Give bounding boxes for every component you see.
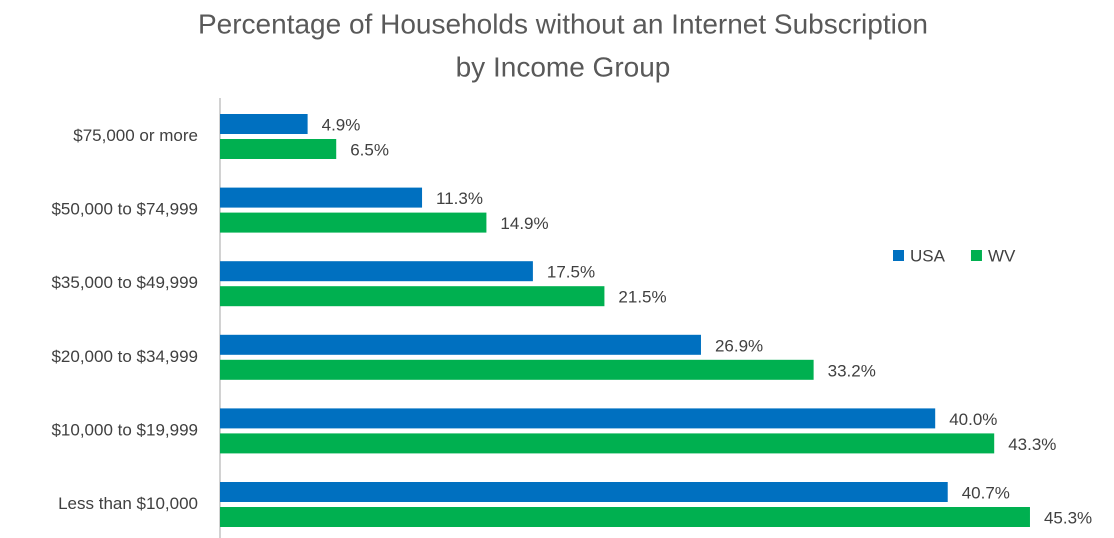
- legend-swatch: [970, 250, 982, 261]
- data-label: 43.3%: [1008, 435, 1056, 454]
- data-label: 11.3%: [436, 189, 483, 208]
- bar: [220, 212, 487, 233]
- bar: [220, 433, 995, 454]
- data-label: 4.9%: [322, 115, 361, 134]
- bar: [220, 114, 308, 134]
- data-label: 40.0%: [949, 410, 997, 429]
- data-label: 17.5%: [547, 263, 595, 282]
- bar: [220, 261, 533, 282]
- y-tick-label: $20,000 to $34,999: [51, 347, 198, 366]
- y-tick-label: $35,000 to $49,999: [51, 273, 198, 292]
- data-label: 6.5%: [350, 140, 389, 159]
- y-tick-label: $10,000 to $19,999: [51, 420, 198, 439]
- chart-title: by Income Group: [456, 51, 671, 82]
- data-label: 40.7%: [962, 483, 1010, 502]
- data-label: 45.3%: [1044, 508, 1092, 527]
- bar: [220, 286, 605, 307]
- legend-swatch: [893, 250, 904, 261]
- legend-label: USA: [910, 246, 946, 265]
- y-tick-label: Less than $10,000: [58, 494, 198, 513]
- y-tick-label: $75,000 or more: [73, 126, 198, 145]
- data-label: 14.9%: [500, 214, 548, 233]
- bar: [220, 408, 936, 429]
- bar: [220, 139, 337, 159]
- data-label: 26.9%: [715, 336, 763, 355]
- bar: [220, 359, 814, 380]
- bar: [220, 334, 701, 355]
- bar: [220, 187, 423, 208]
- data-label: 33.2%: [828, 361, 876, 380]
- y-tick-label: $50,000 to $74,999: [51, 200, 198, 219]
- legend-label: WV: [988, 246, 1016, 265]
- bar: [220, 507, 1030, 527]
- bar: [220, 482, 948, 502]
- data-label: 21.5%: [618, 288, 666, 307]
- chart-title: Percentage of Households without an Inte…: [198, 8, 928, 39]
